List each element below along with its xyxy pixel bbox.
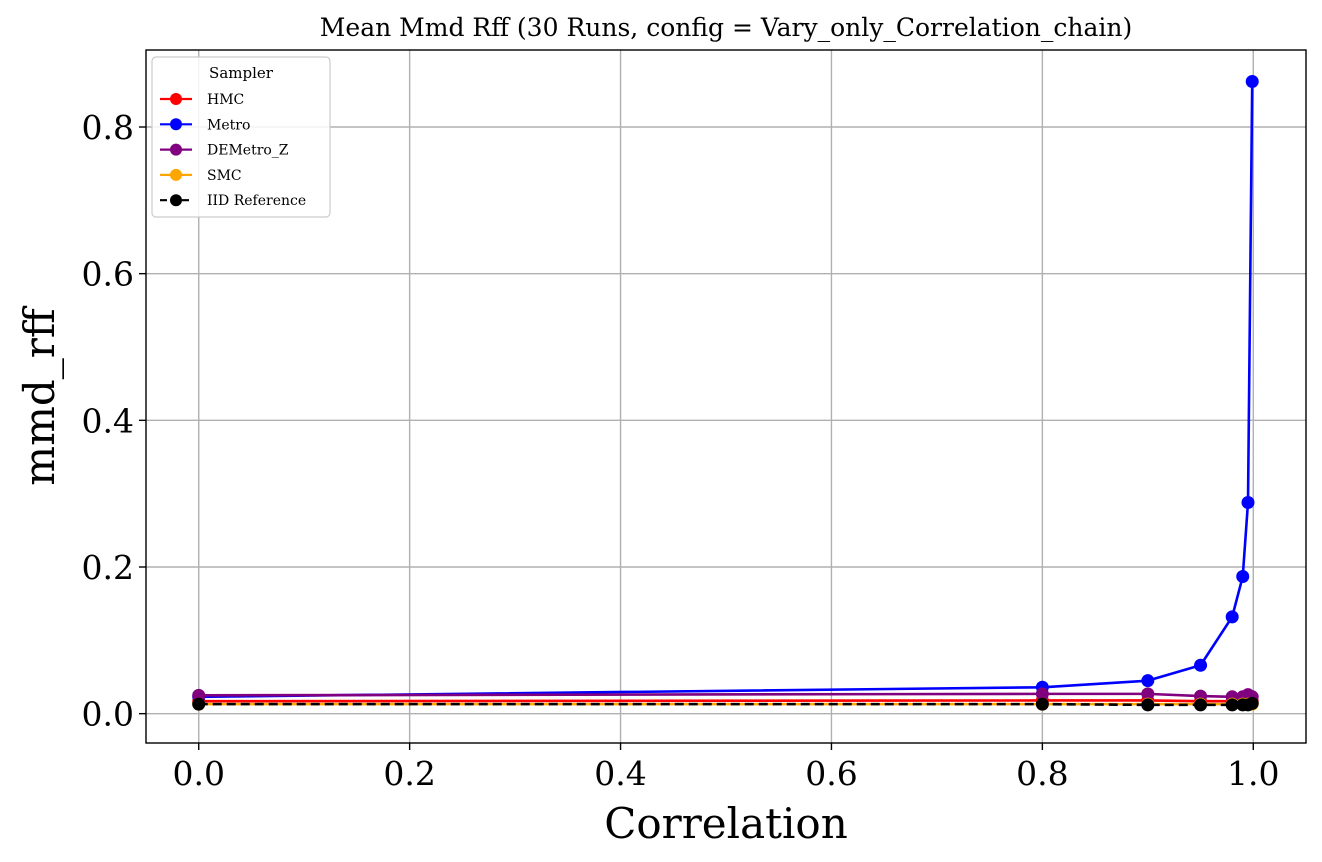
x-tick-label: 0.2	[383, 754, 435, 793]
y-tick-label: 0.8	[82, 108, 134, 147]
series-layer	[192, 75, 1259, 712]
legend-swatch-marker	[170, 143, 182, 156]
x-tick-label: 1.0	[1227, 754, 1279, 793]
legend-entry-label: DEMetro_Z	[207, 143, 289, 159]
series-line	[198, 702, 1253, 707]
data-point	[1141, 698, 1155, 712]
series-line	[198, 692, 1253, 699]
y-tick-label: 0.4	[82, 401, 134, 440]
series-metro	[192, 75, 1259, 704]
data-point	[1141, 674, 1155, 688]
grid	[146, 50, 1306, 743]
legend-items: HMC Metro DEMetro_Z SMC IID Reference	[160, 92, 306, 209]
legend-entry-label: SMC	[207, 168, 242, 184]
y-axis-label: mmd_rff	[15, 305, 64, 486]
data-point	[1245, 696, 1259, 710]
legend-title: Sampler	[209, 64, 274, 82]
legend-box	[151, 56, 331, 218]
data-point	[1035, 687, 1049, 701]
data-point	[1245, 75, 1259, 89]
chart-title: Mean Mmd Rff (30 Runs, config = Vary_onl…	[320, 13, 1132, 42]
data-point	[1236, 570, 1250, 584]
series-line	[198, 699, 1253, 703]
x-tick-label: 0.4	[594, 754, 646, 793]
x-tick-label: 0.0	[172, 754, 224, 793]
data-point	[192, 697, 206, 711]
x-tick-label: 0.6	[805, 754, 857, 793]
data-point	[1141, 687, 1155, 701]
legend-entry-label: HMC	[207, 92, 244, 108]
data-point	[1035, 697, 1049, 711]
data-point	[1194, 698, 1208, 712]
legend-entry-label: Metro	[207, 117, 250, 133]
ticks: 0.0 0.2 0.4 0.6 0.8 1.0 0.0 0.2 0.4 0.6 0.8	[82, 108, 1280, 793]
x-tick-label: 0.8	[1016, 754, 1068, 793]
x-axis-label: Correlation	[604, 799, 848, 848]
legend-entry-label: IID Reference	[207, 193, 306, 209]
plot-frame	[145, 49, 1307, 744]
legend-swatch-marker	[170, 93, 182, 105]
series-line	[198, 81, 1254, 699]
y-tick-label: 0.2	[82, 548, 134, 587]
legend: Sampler HMC Metro DEMetro_Z SMC IID Referenc…	[151, 56, 331, 218]
y-tick-label: 0.6	[82, 255, 134, 294]
legend-swatch-marker	[170, 118, 182, 131]
legend-swatch-marker	[170, 168, 182, 181]
data-point	[1225, 610, 1239, 624]
data-point	[1194, 658, 1208, 672]
data-point	[1225, 698, 1239, 712]
legend-swatch-marker	[170, 194, 182, 207]
series-iid-reference	[192, 696, 1259, 712]
data-point	[1241, 495, 1255, 509]
y-tick-label: 0.0	[82, 695, 134, 734]
